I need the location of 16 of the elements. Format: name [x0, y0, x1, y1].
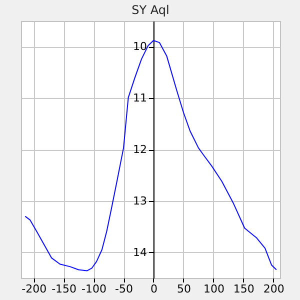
y-tick-label: 12	[133, 143, 147, 156]
y-tick-label: 11	[133, 92, 147, 105]
line-series	[24, 40, 277, 272]
x-tick-label: 150	[233, 282, 254, 296]
y-tick-label: 13	[133, 194, 147, 208]
x-tick-label: -150	[52, 282, 77, 296]
x-tick-label: -100	[82, 282, 107, 296]
x-tick-label: 100	[203, 282, 224, 296]
x-tick-label: -50	[115, 282, 134, 296]
x-tick-label: 200	[263, 282, 284, 296]
y-tick-label: 14	[133, 246, 147, 259]
x-tick-label: 50	[176, 282, 191, 296]
y-tick-label: 10	[133, 40, 147, 54]
x-tick-label: -200	[22, 282, 47, 296]
chart-title: SY Aql	[132, 3, 170, 17]
x-tick-label: 0	[150, 282, 158, 296]
